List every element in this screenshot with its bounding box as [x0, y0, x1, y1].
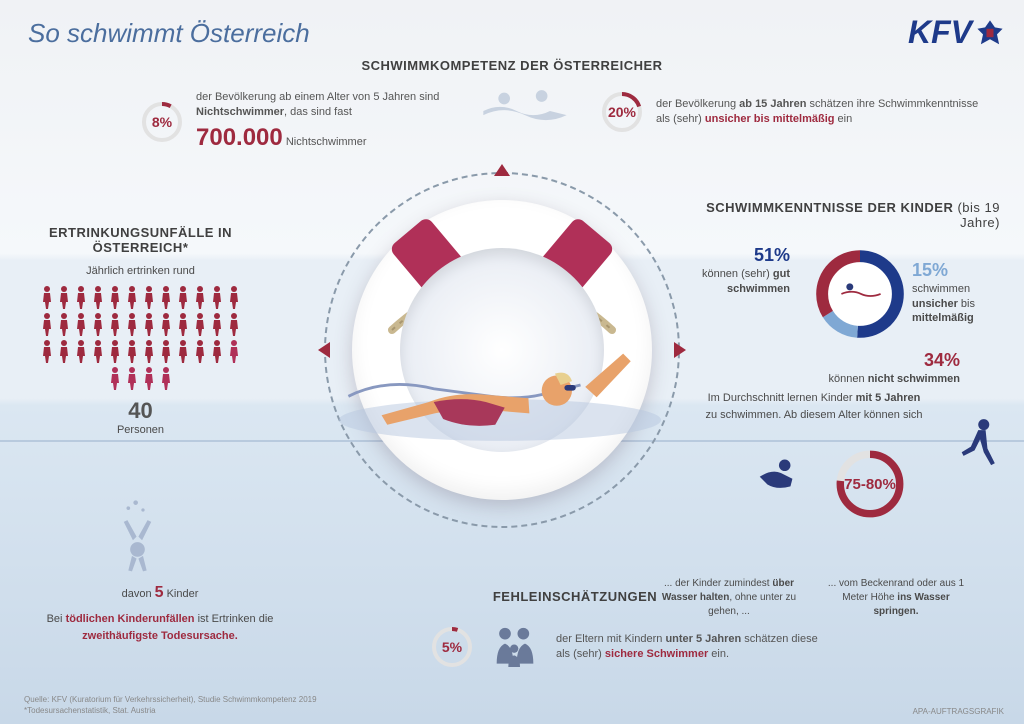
competence-stat-right: 20% der Bevölkerung ab 15 Jahren schätze…	[600, 90, 980, 134]
kids-donut-chart: 51% können (sehr) gut schwimmen 15% schw…	[670, 244, 1000, 374]
misestimation-section: 5% der Eltern mit Kindern unter 5 Jahren…	[430, 622, 860, 672]
people-pictogram-grid	[36, 285, 246, 390]
kids-caption-right: ... vom Beckenrand oder aus 1 Meter Höhe…	[826, 577, 966, 619]
child-jumping-icon	[958, 415, 1004, 471]
drowning-count: 40	[128, 398, 152, 423]
competence-left-text: der Bevölkerung ab einem Alter von 5 Jah…	[196, 90, 520, 154]
kids-heading: SCHWIMMKENNTNISSE DER KINDER (bis 19 Jah…	[670, 200, 1000, 230]
credit-label: APA-AUFTRAGSGRAFIK	[913, 707, 1004, 716]
competence-heading: SCHWIMMKOMPETENZ DER ÖSTERREICHER	[0, 58, 1024, 73]
logo-text: KFV	[908, 14, 972, 51]
donut-label-51: 51% können (sehr) gut schwimmen	[680, 244, 790, 296]
swimmer-illustration	[320, 330, 680, 450]
misestimation-heading: FEHLEINSCHÄTZUNGEN	[430, 589, 720, 604]
kids-avg-text: Im Durchschnitt lernen Kinder mit 5 Jahr…	[704, 390, 924, 423]
drowning-count-label: Personen	[28, 424, 253, 436]
competence-right-text: der Bevölkerung ab 15 Jahren schätzen ih…	[656, 97, 980, 128]
drowning-children-note: davon 5 Kinder Bei tödlichen Kinderunfäl…	[40, 581, 280, 644]
sinking-child-icon	[110, 499, 165, 569]
page-title: So schwimmt Österreich	[28, 18, 310, 49]
donut-label-34: 34% können nicht schwimmen	[820, 349, 960, 387]
triangle-marker-icon	[494, 164, 510, 176]
drowning-section: ERTRINKUNGSUNFÄLLE IN ÖSTERREICH* Jährli…	[28, 225, 253, 436]
swimmer-small-icon	[840, 278, 882, 300]
ring-8pct: 8%	[140, 100, 184, 144]
eagle-icon	[976, 19, 1004, 47]
source-footer: Quelle: KFV (Kuratorium für Verkehrssich…	[24, 695, 317, 716]
kfv-logo: KFV	[908, 14, 1004, 51]
swimmer-silhouette-icon	[475, 86, 575, 130]
drowning-subtitle: Jährlich ertrinken rund	[28, 265, 253, 277]
donut-label-15: 15% schwimmen unsicher bis mittelmäßig	[912, 259, 1010, 325]
ring-5pct: 5%	[430, 625, 474, 669]
child-swimming-icon	[754, 448, 802, 496]
kids-section: SCHWIMMKENNTNISSE DER KINDER (bis 19 Jah…	[670, 200, 1000, 374]
misestimation-text: der Eltern mit Kindern unter 5 Jahren sc…	[556, 632, 826, 663]
competence-stat-left: 8% der Bevölkerung ab einem Alter von 5 …	[140, 90, 520, 154]
drowning-heading: ERTRINKUNGSUNFÄLLE IN ÖSTERREICH*	[28, 225, 253, 255]
ring-20pct: 20%	[600, 90, 644, 134]
kids-ring-75-80: 75-80%	[831, 445, 909, 523]
family-icon	[490, 622, 540, 672]
